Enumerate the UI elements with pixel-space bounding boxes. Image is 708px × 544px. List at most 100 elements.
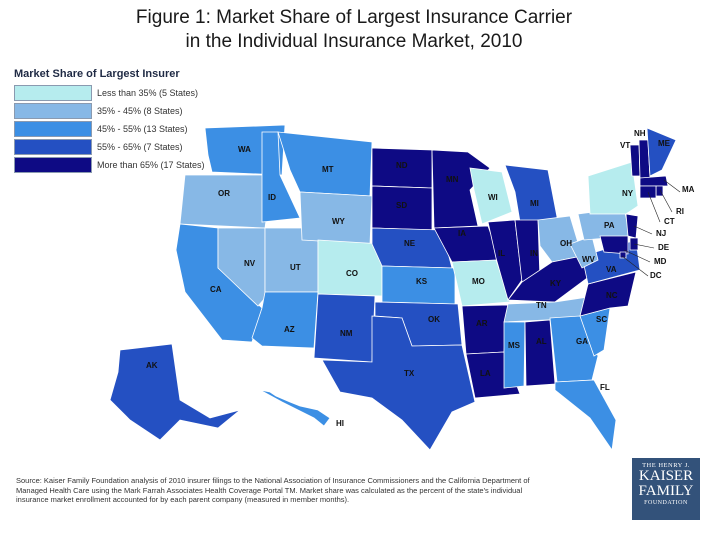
- state-ny: [587, 161, 639, 215]
- state-label-id: ID: [268, 193, 276, 202]
- state-label-co: CO: [346, 269, 358, 278]
- leader-line: [633, 243, 655, 249]
- legend-item: Less than 35% (5 States): [14, 84, 205, 102]
- state-label-wy: WY: [332, 217, 346, 226]
- state-me: [646, 127, 677, 177]
- state-label-wi: WI: [488, 193, 498, 202]
- state-label-me: ME: [658, 139, 671, 148]
- legend-item: 35% - 45% (8 States): [14, 102, 205, 120]
- state-label-ny: NY: [622, 189, 634, 198]
- legend-item: 55% - 65% (7 States): [14, 138, 205, 156]
- state-nc: [579, 271, 637, 317]
- state-label-ar: AR: [476, 319, 488, 328]
- state-label-nj: NJ: [656, 229, 666, 238]
- state-label-tn: TN: [536, 301, 547, 310]
- title-line-1: Figure 1: Market Share of Largest Insura…: [135, 7, 573, 28]
- legend-swatch: [14, 157, 92, 173]
- state-wi: [469, 167, 513, 225]
- state-label-nc: NC: [606, 291, 618, 300]
- state-label-ks: KS: [416, 277, 428, 286]
- state-label-al: AL: [536, 337, 547, 346]
- state-label-nh: NH: [634, 129, 646, 138]
- logo-top: THE HENRY J.: [642, 462, 690, 469]
- source-note: Source: Kaiser Family Foundation analysi…: [16, 476, 530, 504]
- state-label-pa: PA: [604, 221, 615, 230]
- legend-swatch: [14, 139, 92, 155]
- logo-line-1: KAISER: [638, 468, 694, 484]
- state-ar: [461, 304, 509, 355]
- state-label-or: OR: [218, 189, 230, 198]
- state-id: [261, 131, 301, 223]
- state-label-ia: IA: [458, 229, 466, 238]
- state-mt: [277, 131, 373, 197]
- state-label-ne: NE: [404, 239, 416, 248]
- figure-title: Figure 1: Market Share of Largest Insura…: [60, 6, 648, 54]
- state-label-nv: NV: [244, 259, 256, 268]
- legend-label: 55% - 65% (7 States): [97, 142, 183, 152]
- legend: Market Share of Largest Insurer Less tha…: [14, 68, 205, 174]
- state-label-de: DE: [658, 243, 670, 252]
- state-co: [317, 239, 383, 297]
- state-label-mt: MT: [322, 165, 334, 174]
- state-label-nd: ND: [396, 161, 408, 170]
- logo-bottom: FOUNDATION: [644, 500, 688, 506]
- state-label-tx: TX: [404, 369, 415, 378]
- legend-label: More than 65% (17 States): [97, 160, 205, 170]
- state-label-ut: UT: [290, 263, 301, 272]
- state-fl: [554, 379, 617, 452]
- leader-line: [659, 189, 673, 213]
- state-label-oh: OH: [560, 239, 572, 248]
- state-mo: [451, 259, 511, 307]
- state-label-ky: KY: [550, 279, 562, 288]
- leader-line: [621, 255, 649, 277]
- legend-item: More than 65% (17 States): [14, 156, 205, 174]
- state-label-mo: MO: [472, 277, 485, 286]
- state-mi: [504, 164, 559, 223]
- state-label-ct: CT: [664, 217, 675, 226]
- state-label-dc: DC: [650, 271, 662, 280]
- state-nv: [217, 227, 266, 307]
- leader-line: [633, 225, 653, 235]
- legend-title: Market Share of Largest Insurer: [14, 68, 180, 80]
- state-nm: [313, 293, 376, 363]
- state-nj: [625, 213, 639, 239]
- state-label-sd: SD: [396, 201, 407, 210]
- state-label-mi: MI: [530, 199, 539, 208]
- state-label-ak: AK: [146, 361, 158, 370]
- state-label-mn: MN: [446, 175, 459, 184]
- logo-line-2: FAMILY: [638, 483, 694, 499]
- state-label-nm: NM: [340, 329, 353, 338]
- state-label-ok: OK: [428, 315, 440, 324]
- state-label-hi: HI: [336, 419, 344, 428]
- leader-line: [663, 179, 681, 193]
- state-al: [524, 319, 556, 387]
- state-label-md: MD: [654, 257, 667, 266]
- state-label-ma: MA: [682, 185, 695, 194]
- legend-item: 45% - 55% (13 States): [14, 120, 205, 138]
- title-line-2: in the Individual Insurance Market, 2010: [185, 31, 523, 52]
- state-label-ca: CA: [210, 285, 222, 294]
- state-tx: [321, 315, 476, 451]
- state-hi: [259, 389, 331, 427]
- state-label-az: AZ: [284, 325, 295, 334]
- state-or: [179, 174, 273, 229]
- state-label-vt: VT: [620, 141, 630, 150]
- state-ak: [109, 343, 241, 441]
- state-label-ms: MS: [508, 341, 521, 350]
- state-label-ga: GA: [576, 337, 588, 346]
- state-ri: [655, 185, 664, 197]
- state-md: [599, 235, 629, 255]
- state-label-ri: RI: [676, 207, 684, 216]
- state-label-la: LA: [480, 369, 491, 378]
- state-il: [487, 219, 523, 301]
- kaiser-family-foundation-logo: THE HENRY J. KAISER FAMILY FOUNDATION: [632, 458, 700, 520]
- state-ma: [639, 175, 669, 187]
- state-label-in: IN: [530, 249, 538, 258]
- legend-swatch: [14, 121, 92, 137]
- state-vt: [629, 144, 641, 177]
- state-label-il: IL: [498, 249, 505, 258]
- legend-swatch: [14, 85, 92, 101]
- state-label-sc: SC: [596, 315, 607, 324]
- legend-label: 35% - 45% (8 States): [97, 106, 183, 116]
- legend-label: Less than 35% (5 States): [97, 88, 199, 98]
